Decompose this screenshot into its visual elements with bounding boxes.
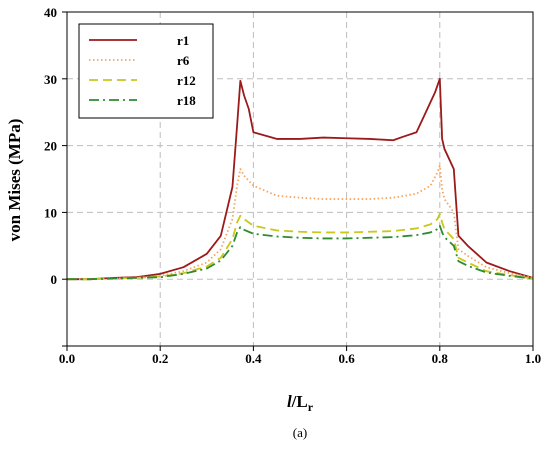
x-tick-label: 0.4 — [245, 351, 262, 366]
x-axis-label-main: /L — [291, 392, 308, 411]
y-tick-label: 40 — [44, 5, 57, 20]
x-axis-label-italic: l — [287, 392, 292, 411]
x-axis-label-subscript: r — [308, 400, 314, 414]
plot-frame — [66, 11, 534, 347]
x-tick-label: 0.6 — [338, 351, 355, 366]
x-axis-label: l/Lr — [287, 392, 314, 414]
axis-ticks: 0.0 0.2 0.4 0.6 0.8 1.0 0 10 20 30 40 — [44, 5, 541, 366]
series-line-r6 — [67, 164, 534, 281]
legend-label-r18: r18 — [177, 93, 196, 108]
legend-label-r12: r12 — [177, 73, 196, 88]
series-lines — [67, 77, 534, 281]
x-tick-label: 0.8 — [432, 351, 449, 366]
x-tick-label: 0.2 — [152, 351, 168, 366]
x-tick-label: 1.0 — [525, 351, 541, 366]
y-tick-label: 20 — [44, 139, 57, 154]
y-axis-label: von Mises (MPa) — [5, 119, 24, 242]
legend-box — [78, 23, 214, 119]
legend-label-r6: r6 — [177, 53, 190, 68]
legend: r1 r6 r12 r18 — [78, 23, 214, 119]
series-line-r18 — [67, 224, 534, 281]
figure-caption: (a) — [293, 425, 307, 440]
x-tick-label: 0.0 — [59, 351, 75, 366]
legend-label-r1: r1 — [177, 33, 189, 48]
y-tick-label: 10 — [44, 205, 57, 220]
series-line-r12 — [67, 212, 534, 281]
series-line-r1 — [67, 77, 534, 281]
y-tick-label: 30 — [44, 72, 57, 87]
y-tick-label: 0 — [51, 272, 58, 287]
